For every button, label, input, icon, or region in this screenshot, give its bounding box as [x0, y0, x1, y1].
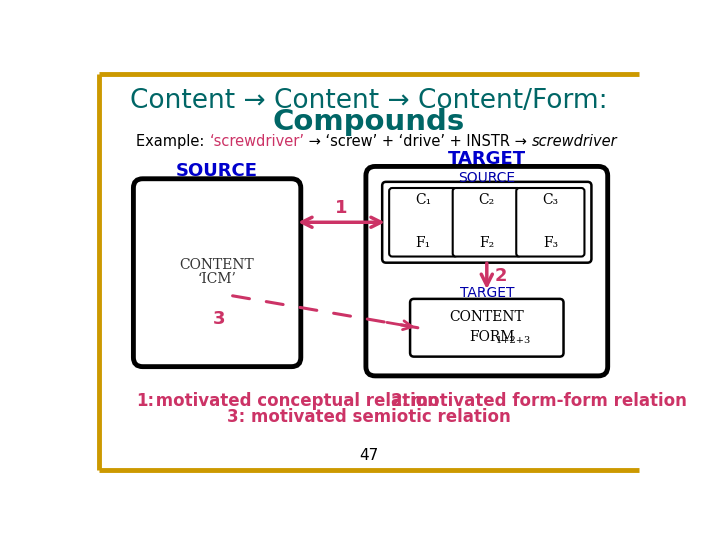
Text: CONTENT: CONTENT — [180, 258, 254, 272]
Text: C₁: C₁ — [415, 193, 431, 207]
Text: F₂: F₂ — [480, 237, 495, 251]
Text: C₃: C₃ — [542, 193, 559, 207]
Text: CONTENT: CONTENT — [449, 309, 524, 323]
Text: SOURCE: SOURCE — [176, 162, 258, 180]
Text: FORM: FORM — [469, 330, 515, 345]
Text: Example:: Example: — [137, 134, 210, 149]
Text: → ‘screw’ + ‘drive’ + INSTR →: → ‘screw’ + ‘drive’ + INSTR → — [305, 134, 532, 149]
Text: ‘screwdriver’: ‘screwdriver’ — [210, 134, 305, 149]
Text: 1:: 1: — [137, 392, 155, 410]
FancyBboxPatch shape — [133, 179, 301, 367]
Text: F₃: F₃ — [543, 237, 558, 251]
Text: SOURCE: SOURCE — [458, 171, 516, 185]
Text: Compounds: Compounds — [273, 108, 465, 136]
Text: 1: 1 — [336, 199, 348, 218]
Text: screwdriver: screwdriver — [532, 134, 618, 149]
Text: 3: motivated semiotic relation: 3: motivated semiotic relation — [227, 408, 511, 426]
FancyBboxPatch shape — [410, 299, 564, 356]
Text: TARGET: TARGET — [448, 150, 526, 168]
Text: 2:: 2: — [391, 392, 409, 410]
FancyBboxPatch shape — [516, 188, 585, 256]
Text: 1+2+3: 1+2+3 — [496, 336, 531, 345]
FancyBboxPatch shape — [453, 188, 521, 256]
Text: 47: 47 — [359, 448, 379, 463]
FancyBboxPatch shape — [382, 182, 591, 262]
Text: motivated form-form relation: motivated form-form relation — [405, 392, 687, 410]
Text: 3: 3 — [212, 310, 225, 328]
Text: motivated conceptual relation: motivated conceptual relation — [150, 392, 439, 410]
Text: C₂: C₂ — [479, 193, 495, 207]
FancyBboxPatch shape — [389, 188, 457, 256]
Text: ‘ICM’: ‘ICM’ — [198, 272, 237, 286]
Text: TARGET: TARGET — [459, 287, 514, 300]
FancyBboxPatch shape — [366, 166, 608, 376]
Text: Content → Content → Content/Form:: Content → Content → Content/Form: — [130, 88, 608, 114]
Text: F₁: F₁ — [415, 237, 431, 251]
Text: 2: 2 — [495, 267, 507, 285]
